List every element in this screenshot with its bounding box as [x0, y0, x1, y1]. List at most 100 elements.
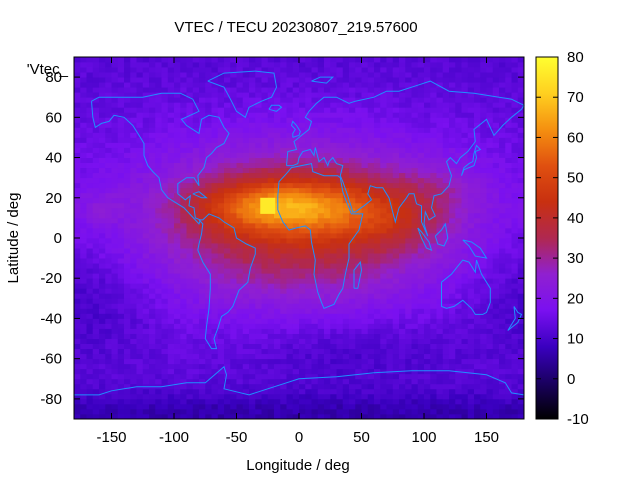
heatmap-cell [205, 413, 212, 420]
heatmap-cell [274, 182, 281, 189]
heatmap-cell [161, 92, 169, 98]
heatmap-cell [86, 127, 94, 133]
heatmap-cell [499, 303, 506, 309]
heatmap-cell [480, 122, 487, 128]
heatmap-cell [299, 202, 306, 209]
heatmap-cell [230, 393, 237, 400]
heatmap-cell [467, 258, 475, 264]
heatmap-cell [161, 263, 169, 269]
heatmap-cell [180, 313, 187, 319]
heatmap-cell [217, 263, 225, 269]
heatmap-cell [380, 298, 387, 304]
heatmap-cell [161, 182, 169, 189]
heatmap-cell [480, 107, 487, 113]
heatmap-cell [255, 162, 262, 169]
heatmap-cell [461, 338, 469, 344]
heatmap-cell [355, 162, 362, 169]
heatmap-cell [192, 142, 200, 148]
heatmap-cell [467, 313, 475, 319]
heatmap-cell [324, 192, 331, 199]
heatmap-cell [336, 263, 344, 269]
heatmap-cell [255, 202, 262, 209]
heatmap-cell [461, 232, 469, 239]
heatmap-cell [492, 313, 500, 319]
heatmap-cell [349, 187, 356, 194]
heatmap-cell [255, 222, 262, 229]
heatmap-cell [117, 192, 125, 199]
heatmap-cell [111, 338, 119, 344]
heatmap-cell [142, 162, 150, 169]
heatmap-cell [517, 127, 525, 133]
heatmap-cell [480, 142, 487, 148]
heatmap-cell [417, 293, 425, 299]
heatmap-cell [199, 142, 206, 148]
heatmap-cell [111, 328, 119, 334]
heatmap-cell [192, 348, 200, 355]
heatmap-cell [461, 373, 469, 380]
heatmap-cell [167, 333, 175, 339]
heatmap-cell [411, 107, 419, 113]
heatmap-cell [417, 137, 425, 143]
heatmap-cell [105, 258, 112, 264]
heatmap-cell [105, 253, 112, 259]
heatmap-cell [355, 117, 362, 123]
heatmap-cell [255, 177, 262, 184]
heatmap-cell [86, 278, 94, 284]
heatmap-cell [136, 408, 144, 415]
heatmap-cell [442, 263, 450, 269]
heatmap-cell [105, 102, 112, 108]
heatmap-cell [336, 383, 344, 390]
heatmap-cell [80, 263, 87, 269]
heatmap-cell [167, 227, 175, 234]
heatmap-cell [267, 162, 275, 169]
heatmap-cell [355, 298, 362, 304]
heatmap-cell [336, 127, 344, 133]
heatmap-cell [317, 288, 325, 294]
heatmap-cell [249, 167, 256, 174]
heatmap-cell [430, 197, 437, 204]
heatmap-cell [305, 92, 312, 98]
heatmap-cell [205, 288, 212, 294]
heatmap-cell [455, 127, 462, 133]
heatmap-cell [480, 102, 487, 108]
heatmap-cell [199, 102, 206, 108]
heatmap-cell [442, 278, 450, 284]
heatmap-cell [467, 222, 475, 229]
heatmap-cell [430, 87, 437, 93]
heatmap-cell [374, 348, 381, 355]
heatmap-cell [324, 127, 331, 133]
heatmap-cell [230, 413, 237, 420]
heatmap-cell [80, 82, 87, 88]
heatmap-cell [217, 363, 225, 370]
heatmap-cell [174, 137, 181, 143]
heatmap-cell [499, 413, 506, 420]
heatmap-cell [449, 393, 456, 400]
heatmap-cell [467, 298, 475, 304]
heatmap-cell [192, 92, 200, 98]
heatmap-cell [180, 202, 187, 209]
heatmap-cell [92, 393, 100, 400]
heatmap-cell [280, 303, 287, 309]
heatmap-cell [480, 87, 487, 93]
heatmap-cell [199, 132, 206, 138]
heatmap-cell [217, 157, 225, 163]
heatmap-cell [511, 273, 519, 279]
heatmap-cell [280, 358, 287, 365]
heatmap-cell [405, 273, 412, 279]
heatmap-cell [92, 398, 100, 405]
heatmap-cell [199, 162, 206, 169]
heatmap-cell [86, 132, 94, 138]
heatmap-cell [105, 308, 112, 314]
heatmap-cell [155, 172, 162, 179]
heatmap-cell [430, 318, 437, 324]
heatmap-cell [442, 132, 450, 138]
heatmap-cell [130, 363, 137, 370]
heatmap-cell [324, 238, 331, 244]
heatmap-cell [474, 353, 481, 360]
heatmap-cell [311, 72, 319, 78]
heatmap-cell [361, 253, 369, 259]
heatmap-cell [292, 403, 300, 410]
heatmap-cell [399, 142, 406, 148]
heatmap-cell [449, 373, 456, 380]
heatmap-cell [374, 147, 381, 153]
